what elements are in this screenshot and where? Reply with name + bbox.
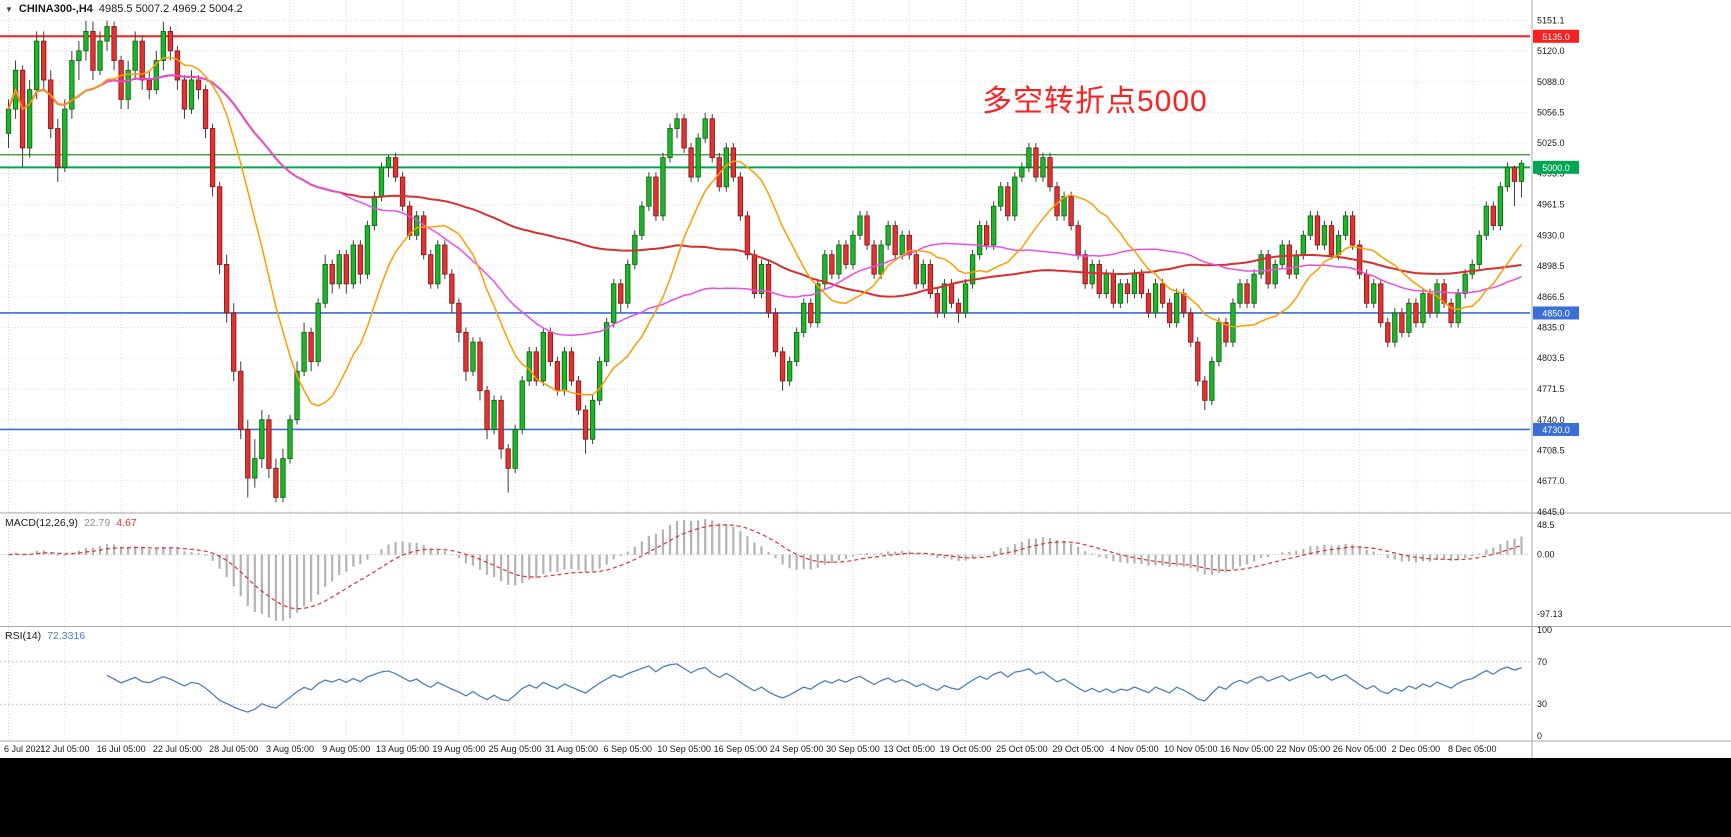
svg-text:30 Sep 05:00: 30 Sep 05:00: [826, 744, 880, 754]
svg-text:4771.5: 4771.5: [1537, 384, 1565, 394]
rsi-label-text: RSI(14): [5, 630, 42, 642]
bottom-strip: [0, 758, 1731, 837]
svg-text:25 Oct 05:00: 25 Oct 05:00: [996, 744, 1048, 754]
svg-text:16 Sep 05:00: 16 Sep 05:00: [714, 744, 768, 754]
ma-fast-orange-line: [7, 56, 1523, 407]
svg-text:4850.0: 4850.0: [1542, 308, 1570, 318]
chart-symbol-icon: ▼: [5, 4, 13, 14]
svg-text:6 Sep 05:00: 6 Sep 05:00: [604, 744, 653, 754]
svg-text:5088.0: 5088.0: [1537, 77, 1565, 87]
svg-text:4 Nov 05:00: 4 Nov 05:00: [1110, 744, 1159, 754]
svg-text:5135.0: 5135.0: [1542, 32, 1570, 42]
svg-text:4677.0: 4677.0: [1537, 476, 1565, 486]
svg-text:4645.0: 4645.0: [1537, 507, 1565, 517]
svg-text:4835.0: 4835.0: [1537, 323, 1565, 333]
svg-text:10 Sep 05:00: 10 Sep 05:00: [657, 744, 711, 754]
svg-text:5056.5: 5056.5: [1537, 107, 1565, 117]
svg-text:2 Dec 05:00: 2 Dec 05:00: [1392, 744, 1441, 754]
svg-text:-97.13: -97.13: [1537, 609, 1563, 619]
rsi-indicator-label: RSI(14) 72.3316: [5, 630, 85, 642]
svg-text:29 Oct 05:00: 29 Oct 05:00: [1052, 744, 1104, 754]
svg-text:5120.0: 5120.0: [1537, 46, 1565, 56]
svg-text:25 Aug 05:00: 25 Aug 05:00: [489, 744, 542, 754]
svg-text:0.00: 0.00: [1537, 550, 1555, 560]
rsi-axis-labels: 100 70 30 0: [1537, 625, 1552, 741]
macd-value-main: 22.79: [83, 517, 111, 529]
rsi-line: [106, 663, 1522, 713]
price-axis-badges: 5135.0 5000.0 4850.0 4730.0: [1533, 29, 1579, 436]
svg-text:13 Oct 05:00: 13 Oct 05:00: [883, 744, 935, 754]
svg-text:4961.5: 4961.5: [1537, 200, 1565, 210]
svg-text:4803.5: 4803.5: [1537, 353, 1565, 363]
svg-text:19 Oct 05:00: 19 Oct 05:00: [940, 744, 992, 754]
svg-text:4740.0: 4740.0: [1537, 415, 1565, 425]
macd-axis-labels: 48.5 0.00 -97.13: [1537, 520, 1563, 619]
svg-text:16 Nov 05:00: 16 Nov 05:00: [1220, 744, 1274, 754]
svg-text:5151.1: 5151.1: [1537, 16, 1565, 26]
svg-text:70: 70: [1537, 657, 1547, 667]
svg-text:22 Nov 05:00: 22 Nov 05:00: [1277, 744, 1331, 754]
svg-text:24 Sep 05:00: 24 Sep 05:00: [770, 744, 824, 754]
svg-text:26 Nov 05:00: 26 Nov 05:00: [1333, 744, 1387, 754]
svg-text:12 Jul 05:00: 12 Jul 05:00: [40, 744, 89, 754]
svg-text:3 Aug 05:00: 3 Aug 05:00: [266, 744, 314, 754]
svg-text:8 Dec 05:00: 8 Dec 05:00: [1448, 744, 1497, 754]
ohlc-readout: 4985.5 5007.2 4969.2 5004.2: [98, 3, 243, 15]
annotation-text: 多空转折点5000: [982, 85, 1208, 118]
chart-canvas[interactable]: 5151.15120.05088.05056.55025.04993.54961…: [0, 0, 1731, 758]
svg-text:4730.0: 4730.0: [1542, 425, 1570, 435]
svg-text:6 Jul 2021: 6 Jul 2021: [4, 744, 46, 754]
svg-text:10 Nov 05:00: 10 Nov 05:00: [1164, 744, 1218, 754]
svg-text:5000.0: 5000.0: [1542, 163, 1570, 173]
svg-text:4708.5: 4708.5: [1537, 445, 1565, 455]
svg-text:4930.0: 4930.0: [1537, 230, 1565, 240]
svg-text:48.5: 48.5: [1537, 520, 1555, 530]
svg-text:0: 0: [1537, 731, 1542, 741]
svg-text:28 Jul 05:00: 28 Jul 05:00: [209, 744, 258, 754]
rsi-value: 72.3316: [47, 630, 86, 642]
svg-text:22 Jul 05:00: 22 Jul 05:00: [153, 744, 202, 754]
symbol-title: CHINA300-,H4: [18, 3, 93, 15]
vertical-gridlines: [8, 0, 1473, 741]
macd-histogram: [14, 519, 1523, 621]
candles-layer: [5, 20, 1525, 503]
macd-indicator-label: MACD(12,26,9) 22.79 4.67: [5, 517, 137, 529]
svg-text:100: 100: [1537, 625, 1552, 635]
price-axis-labels: 5151.15120.05088.05056.55025.04993.54961…: [1537, 16, 1565, 517]
svg-text:4866.5: 4866.5: [1537, 292, 1565, 302]
svg-text:16 Jul 05:00: 16 Jul 05:00: [97, 744, 146, 754]
svg-text:30: 30: [1537, 699, 1547, 709]
svg-text:13 Aug 05:00: 13 Aug 05:00: [376, 744, 429, 754]
ma-mid-magenta-line: [7, 74, 1522, 336]
svg-text:5025.0: 5025.0: [1537, 138, 1565, 148]
macd-signal-line: [8, 524, 1522, 610]
symbol-header: ▼ CHINA300-,H4 4985.5 5007.2 4969.2 5004…: [5, 3, 243, 15]
macd-label-text: MACD(12,26,9): [5, 517, 78, 529]
macd-value-signal: 4.67: [116, 517, 137, 529]
svg-text:31 Aug 05:00: 31 Aug 05:00: [545, 744, 598, 754]
svg-text:4898.5: 4898.5: [1537, 261, 1565, 271]
svg-text:9 Aug 05:00: 9 Aug 05:00: [322, 744, 370, 754]
price-gridlines: [0, 20, 1530, 513]
svg-text:19 Aug 05:00: 19 Aug 05:00: [432, 744, 485, 754]
